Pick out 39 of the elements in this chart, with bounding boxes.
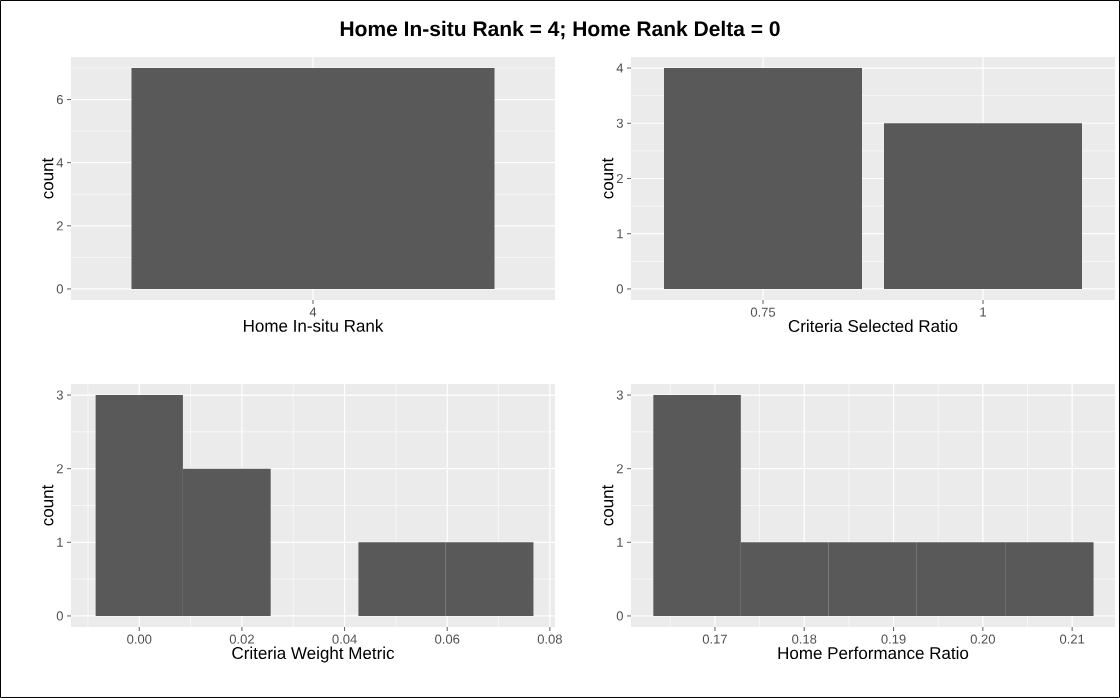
y-tick-label: 0 (56, 611, 63, 621)
y-tick-label: 1 (617, 229, 623, 239)
x-tick-label: 0.21 (1059, 634, 1085, 644)
chart-title: Home In-situ Rank = 4; Home Rank Delta = 0 (340, 20, 780, 40)
y-tick-label: 1 (57, 537, 63, 547)
y-tick-label: 3 (616, 390, 623, 400)
x-tick-label: 0.06 (435, 634, 460, 644)
y-axis-title: count (42, 484, 54, 526)
x-tick-label: 0.20 (970, 634, 995, 644)
y-tick-label: 4 (616, 63, 624, 73)
y-tick-label: 0 (616, 284, 623, 294)
y-tick-label: 2 (56, 464, 63, 474)
x-tick-label: 0.75 (750, 307, 776, 317)
y-axis-title: count (42, 157, 54, 199)
y-tick-label: 0 (56, 284, 63, 294)
y-tick-label: 2 (616, 173, 623, 184)
x-tick-label: 0.02 (229, 634, 254, 644)
y-tick-label: 3 (56, 390, 63, 400)
y-tick-label: 0 (616, 611, 623, 621)
y-tick-label: 4 (56, 158, 64, 168)
y-tick-label: 3 (616, 118, 623, 128)
x-axis-title: Criteria Selected Ratio (788, 319, 958, 333)
x-tick-label: 4 (309, 307, 317, 317)
x-axis-title: Home Performance Ratio (778, 646, 969, 660)
y-axis-title: count (602, 157, 614, 199)
x-tick-label: 0.08 (537, 634, 562, 644)
x-tick-label: 0.18 (792, 634, 817, 644)
x-tick-label: 0.00 (127, 634, 152, 644)
y-tick-label: 2 (56, 221, 63, 231)
y-tick-label: 6 (56, 94, 63, 105)
x-tick-label: 0.19 (881, 634, 906, 644)
y-axis-title: count (602, 484, 614, 526)
x-tick-label: 1 (980, 307, 986, 317)
x-tick-label: 0.04 (332, 634, 357, 644)
x-axis-title: Criteria Weight Metric (232, 646, 395, 663)
x-axis-title: Home In-situ Rank (244, 319, 384, 332)
y-tick-label: 1 (617, 537, 623, 547)
y-tick-label: 2 (616, 464, 623, 474)
x-tick-label: 0.17 (702, 634, 727, 644)
